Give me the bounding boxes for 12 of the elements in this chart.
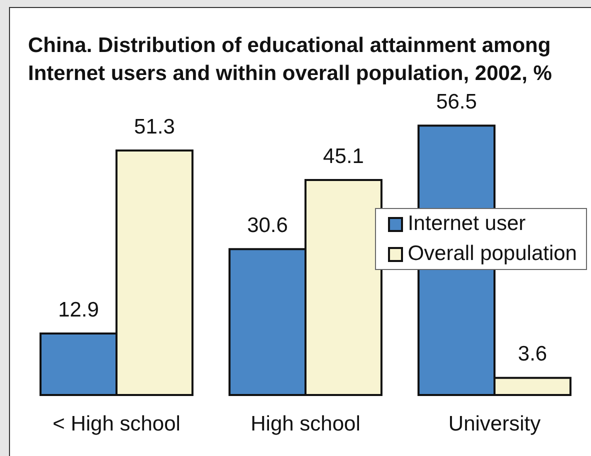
data-label: 56.5: [436, 90, 477, 114]
x-tick-label: University: [448, 412, 542, 436]
data-label: 12.9: [58, 298, 99, 322]
data-label: 30.6: [247, 214, 288, 237]
data-label: 45.1: [323, 144, 364, 168]
legend-label: Overall population: [408, 242, 577, 266]
data-label: 3.6: [518, 342, 548, 366]
chart-title: China. Distribution of educational attainment among Internet users and within overall population, 2002, %: [28, 33, 553, 87]
data-label: 51.3: [134, 115, 175, 138]
legend-label: Internet user: [408, 212, 526, 236]
x-tick-label: High school: [250, 412, 360, 436]
x-tick-label: < High school: [52, 412, 180, 436]
